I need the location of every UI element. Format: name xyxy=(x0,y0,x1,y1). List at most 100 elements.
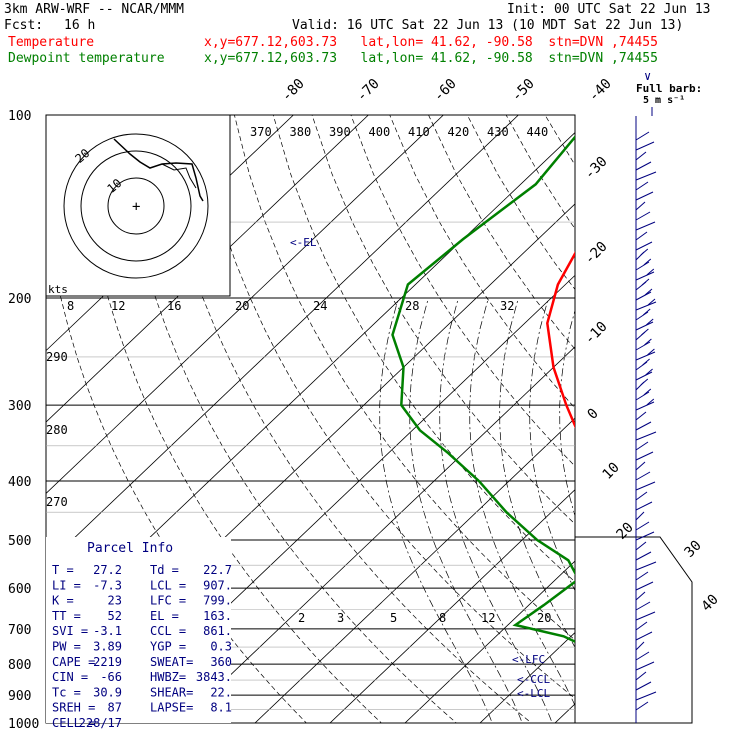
hodograph-unit: kts xyxy=(48,283,68,296)
parcel-info-cell: -7.3 xyxy=(93,578,122,592)
wind-barb xyxy=(643,258,652,266)
parcel-info-cell: TT = xyxy=(52,609,81,623)
moist-adiabat xyxy=(439,297,553,723)
parcel-info-cell: CELL = xyxy=(52,716,95,730)
mixing-ratio-label: 5 xyxy=(390,611,397,625)
parcel-info-cell: 3843. xyxy=(196,670,232,684)
legend-dewpoint: Dewpoint temperature xyxy=(8,51,165,66)
dry-adiabat xyxy=(661,115,740,736)
wind-barb xyxy=(635,371,653,381)
isotherm-line xyxy=(329,489,575,723)
mixing-ratio-label: 2 xyxy=(298,611,305,625)
parcel-info-cell: 3.89 xyxy=(93,640,122,654)
wind-barb xyxy=(635,141,655,151)
svg-text:∨: ∨ xyxy=(644,69,651,83)
wind-barb xyxy=(635,541,647,551)
dry-adiabat xyxy=(623,115,740,736)
pressure-label: 800 xyxy=(8,658,31,673)
parcel-info-cell: YGP = xyxy=(150,640,186,654)
pressure-label: 400 xyxy=(8,475,31,490)
wind-barb xyxy=(635,431,657,441)
wind-barb xyxy=(635,611,656,621)
parcel-info-cell: 52 xyxy=(108,609,122,623)
wind-barb xyxy=(635,211,651,221)
isotherm-label: 10 xyxy=(600,460,623,483)
series-line xyxy=(546,251,575,429)
wind-barb xyxy=(635,531,655,541)
parcel-info-cell: 23 xyxy=(108,594,122,608)
parcel-info-cell: SREH = xyxy=(52,701,95,715)
parcel-info-cell: -3.1 xyxy=(93,624,122,638)
parcel-info-cell: PW = xyxy=(52,640,81,654)
wind-barb xyxy=(635,621,648,631)
wind-barb xyxy=(635,261,650,271)
pressure-label: 300 xyxy=(8,399,31,414)
wind-barb xyxy=(644,288,653,296)
isotherm-line xyxy=(616,115,740,736)
wind-barb xyxy=(635,231,648,241)
parcel-info-cell: SVI = xyxy=(52,624,88,638)
legend-temperature: Temperature xyxy=(8,35,95,50)
isotherm-label: -10 xyxy=(582,319,611,348)
speed-label: 28 xyxy=(405,299,419,313)
isotherm-label: -20 xyxy=(582,239,611,268)
pressure-label: 500 xyxy=(8,534,31,549)
wind-barb xyxy=(635,671,647,681)
parcel-info-cell: SHEAR= xyxy=(150,685,193,699)
moist-adiabat xyxy=(379,297,493,723)
dry-adiabat xyxy=(389,115,575,409)
wind-barb xyxy=(642,308,651,316)
pressure-label: 600 xyxy=(8,582,31,597)
dry-adiabat xyxy=(311,115,575,525)
wind-barb xyxy=(646,268,655,276)
wind-barb xyxy=(645,368,653,376)
mixing-ratio-label: 3 xyxy=(337,611,344,625)
parcel-info-cell: LI = xyxy=(52,578,81,592)
wind-barb xyxy=(635,221,656,231)
wind-barb xyxy=(635,191,654,201)
parcel-info-cell: CCL = xyxy=(150,624,186,638)
isotherm-line xyxy=(691,115,740,736)
moist-adiabat xyxy=(590,298,707,736)
wind-barb xyxy=(640,378,649,386)
wind-barb xyxy=(635,661,655,671)
wind-barb xyxy=(635,551,652,561)
parcel-info-cell: 27.2 xyxy=(93,563,122,577)
wind-barb xyxy=(635,351,656,361)
mixing-ratio-label: 20 xyxy=(537,611,551,625)
wind-barb xyxy=(635,391,650,401)
legend-dewpoint-info: x,y=677.12,603.73 lat,lon= 41.62, -90.58… xyxy=(204,51,658,66)
isotherm-label: 0 xyxy=(585,406,602,423)
plot-extension xyxy=(575,536,693,724)
model-title: 3km ARW-WRF -- NCAR/MMM xyxy=(4,2,185,17)
isotherm-label: 40 xyxy=(699,592,722,615)
wind-barb xyxy=(642,358,650,366)
pressure-label: 200 xyxy=(8,292,31,307)
theta-e-label: 430 xyxy=(487,125,509,139)
wind-key-value: 5 m s⁻¹ xyxy=(643,95,685,106)
parcel-info-cell: 0.3 xyxy=(210,640,232,654)
wind-barb xyxy=(635,681,652,691)
speed-label: 12 xyxy=(111,299,125,313)
wind-barb xyxy=(635,481,656,491)
wind-key-title: Full barb: xyxy=(636,82,702,95)
wind-barb xyxy=(643,388,652,396)
parcel-info-cell: EL = xyxy=(150,609,179,623)
theta-e-label: 390 xyxy=(329,125,351,139)
dry-adiabat xyxy=(272,115,575,583)
wind-barb xyxy=(635,151,647,161)
legend-temperature-info: x,y=677.12,603.73 lat,lon= 41.62, -90.58… xyxy=(204,35,658,50)
parcel-marker: <-LFC xyxy=(512,653,545,666)
wind-barb xyxy=(635,421,652,431)
wind-barb xyxy=(635,701,649,711)
parcel-info-cell: LCL = xyxy=(150,578,186,592)
dry-adiabat xyxy=(78,115,382,723)
dry-adiabat xyxy=(117,115,457,723)
wind-barb xyxy=(635,601,651,611)
isotherm-line xyxy=(179,346,575,723)
isotherm-label: 20 xyxy=(614,520,637,543)
parcel-info-cell: T = xyxy=(52,563,74,577)
parcel-info-cell: 87 xyxy=(108,701,122,715)
wind-barb xyxy=(646,398,655,406)
